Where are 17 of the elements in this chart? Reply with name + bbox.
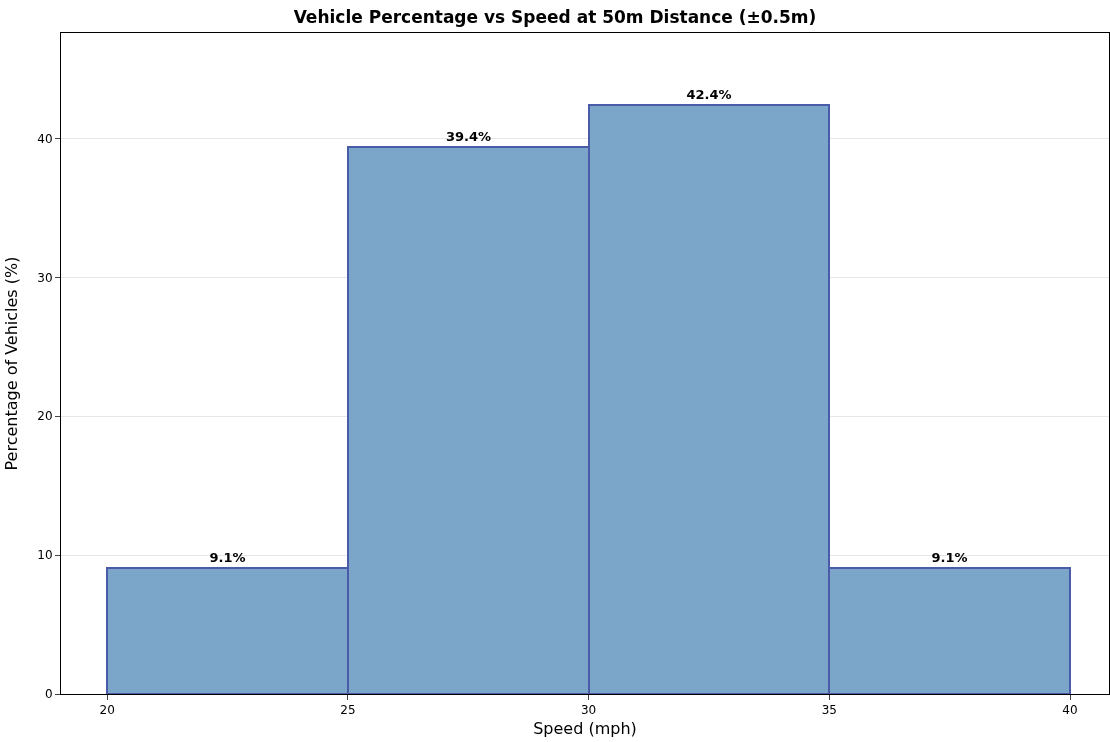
x-tick-label: 20 (99, 703, 115, 718)
x-tick-label: 35 (821, 703, 837, 718)
x-tick-label: 30 (580, 703, 597, 718)
y-tick-label: 0 (44, 687, 53, 702)
data-label: 9.1% (209, 550, 246, 565)
x-tick-label: 25 (340, 703, 356, 718)
y-tick-label: 20 (37, 409, 53, 424)
data-label: 42.4% (686, 87, 732, 102)
x-axis-title: Speed (mph) (533, 719, 637, 739)
y-tick-label: 40 (37, 131, 53, 146)
x-tick-label: 40 (1062, 703, 1078, 718)
y-axis-title: Percentage of Vehicles (%) (2, 256, 22, 471)
chart-title: Vehicle Percentage vs Speed at 50m Distance (±0.5m) (293, 7, 817, 28)
data-label: 39.4% (445, 129, 492, 144)
y-tick-label: 30 (37, 270, 53, 285)
data-label: 9.1% (931, 550, 968, 565)
y-tick-label: 10 (37, 548, 53, 563)
